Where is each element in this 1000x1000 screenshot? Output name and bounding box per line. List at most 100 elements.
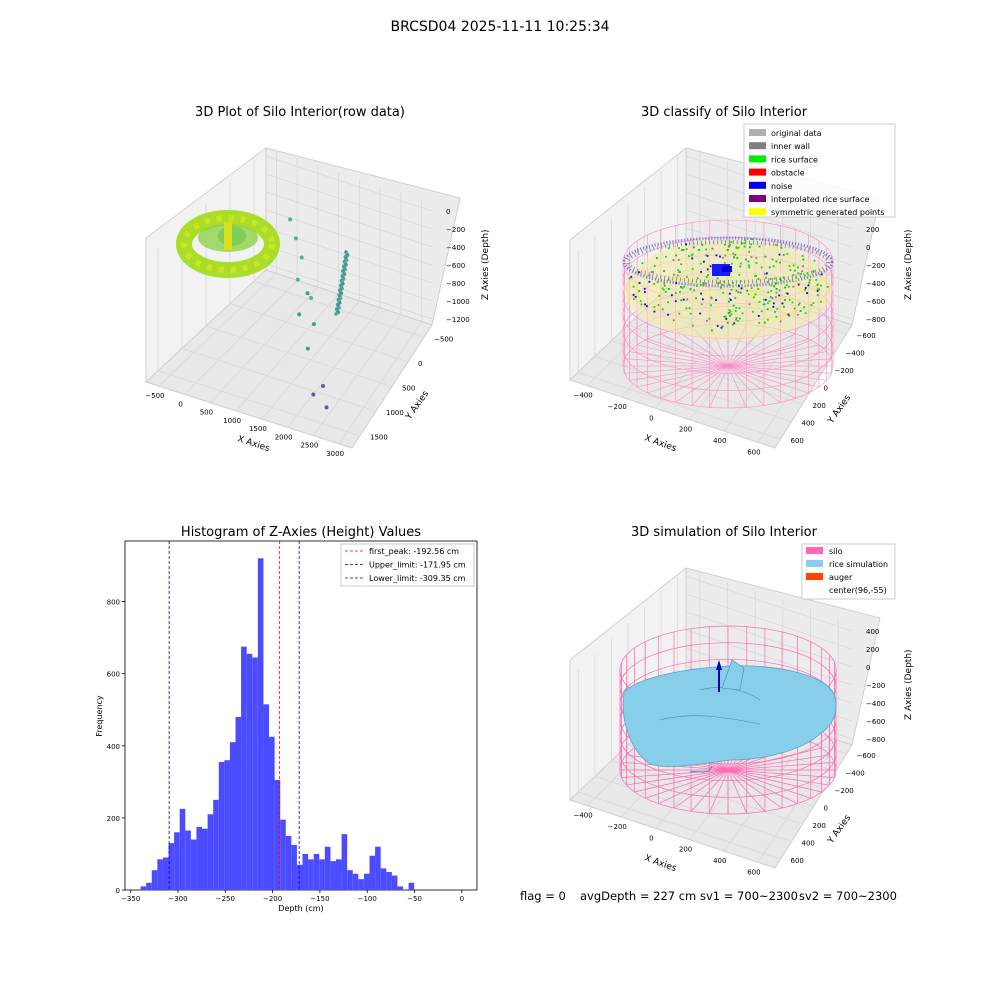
silo-floor-spoke: [727, 769, 811, 799]
panel2-classified-point: [807, 284, 810, 287]
panel2-classified-point: [754, 293, 757, 296]
histogram-x-tick-label: 0: [460, 895, 464, 903]
panel4-y-tick-label: 400: [802, 840, 815, 848]
histogram-bar: [369, 855, 376, 890]
histogram-bar: [308, 859, 314, 890]
panel2-classified-point: [681, 287, 684, 289]
panel2-classified-point: [653, 265, 656, 267]
panel4-x-tick-label: 200: [679, 846, 692, 854]
panel2-classified-point: [774, 296, 777, 299]
panel2-classified-point: [734, 253, 737, 256]
panel2-classified-point: [721, 283, 724, 286]
panel4-z-tick-label: 200: [866, 646, 879, 654]
panel2-classified-point: [682, 248, 685, 251]
silo-floor-spoke: [658, 769, 729, 805]
panel2-classified-point: [784, 299, 786, 301]
histogram-bar: [151, 870, 158, 890]
panel2-classified-point: [725, 317, 728, 320]
histogram-bar: [397, 886, 404, 890]
panel2-classified-point: [764, 298, 767, 301]
panel2-classified-point: [737, 320, 740, 322]
histogram-ylabel: Frequency: [95, 695, 104, 737]
panel4-title: 3D simulation of Silo Interior: [631, 525, 818, 540]
panel2-classified-point: [748, 250, 751, 253]
panel2-classified-point: [680, 286, 682, 288]
panel2-classified-point: [711, 329, 713, 332]
panel2-classified-point: [732, 281, 734, 284]
histogram-y-tick-label: 0: [116, 887, 120, 895]
panel2-classified-point: [686, 262, 689, 265]
legend-label: Upper_limit: -171.95 cm: [369, 561, 466, 570]
silo-floor-spoke: [727, 769, 835, 778]
panel2-classified-point: [800, 272, 803, 275]
silo-floor-spoke: [727, 365, 832, 374]
panel2-classified-point: [677, 259, 680, 261]
histogram-y-tick-label: 200: [107, 815, 120, 823]
panel4-y-tick-label: 200: [813, 822, 826, 830]
panel2-classified-point: [801, 270, 804, 273]
histogram-bar: [162, 857, 169, 890]
panel2-classified-point: [745, 258, 747, 261]
panel4-x-tick-label: 600: [747, 868, 760, 876]
panel2-classified-point: [804, 287, 807, 289]
panel2-classified-point: [775, 288, 778, 290]
panel2-classified-point: [756, 300, 759, 302]
panel2-classified-point: [804, 288, 806, 291]
panel2-classified-point: [693, 289, 696, 292]
panel2-classified-point: [680, 263, 683, 266]
silo-floor-spoke: [645, 769, 729, 799]
legend-label: rice surface: [771, 155, 818, 164]
histogram-x-tick-label: −250: [216, 895, 235, 903]
panel2-classified-point: [689, 288, 692, 291]
panel2-classified-point: [781, 317, 783, 319]
panel2-y-gridline: [578, 371, 781, 440]
panel2-classified-point: [754, 274, 757, 277]
panel2-classified-point: [681, 249, 683, 251]
status-avg-depth: avgDepth = 227 cm: [580, 889, 696, 903]
panel2-classified-point: [744, 283, 747, 286]
panel2-classified-point: [768, 300, 771, 303]
panel2-classified-point: [723, 317, 726, 320]
panel2-classified-point: [673, 273, 675, 276]
panel2-classified-point: [717, 282, 720, 285]
panel2-classified-point: [788, 314, 791, 317]
panel4-z-tick-label: 0: [866, 664, 870, 672]
panel2-classified-point: [789, 269, 792, 272]
silo-floor-spoke: [647, 365, 729, 394]
panel2-classified-point: [672, 259, 675, 261]
panel2-classified-point: [786, 252, 789, 255]
panel2-classified-point: [792, 274, 795, 277]
histogram-bar: [363, 873, 370, 890]
histogram-bar: [174, 832, 180, 890]
silo-floor-spoke: [629, 365, 729, 381]
legend-swatch: [806, 560, 823, 567]
panel2-classified-point: [738, 317, 741, 320]
panel2-classified-point: [766, 318, 769, 321]
panel2-classified-point: [747, 293, 750, 296]
panel2-axis-ticks: −400 −200 0 200 400 600 −600 −400 −200 0 200 400 600…: [573, 208, 885, 456]
panel2-classified-point: [727, 248, 729, 251]
panel2-y-gridline: [594, 356, 792, 423]
panel2-classified-point: [664, 255, 667, 258]
silo-floor-spoke: [636, 344, 729, 367]
panel2-classified-point: [685, 248, 688, 251]
panel2-classified-point: [818, 288, 821, 291]
panel2-classified-point: [792, 309, 795, 312]
panel2-classified-point: [757, 278, 760, 280]
panel2-classified-point: [687, 255, 690, 257]
panel2-classified-point: [797, 272, 800, 275]
panel2-classified-point: [728, 275, 731, 278]
panel2-classified-point: [768, 266, 771, 269]
legend-swatch: [749, 168, 766, 176]
panel1-rice-ring: [176, 210, 280, 278]
panel2-classified-point: [798, 302, 801, 305]
panel1-floor: [145, 269, 433, 449]
silo-floor-spoke: [660, 365, 729, 399]
panel2-classified-point: [644, 303, 647, 306]
panel2-classified-point: [739, 280, 742, 282]
panel4-axis-ticks: −400 −200 0 200 400 600 −600 −400 −200 0 200 400 600…: [573, 628, 885, 876]
panel1-zlabel: Z Axies (Depth): [481, 229, 491, 300]
panel2-classified-point: [706, 268, 709, 271]
panel2-classified-point: [734, 286, 737, 288]
panel2-classified-point: [739, 262, 742, 265]
